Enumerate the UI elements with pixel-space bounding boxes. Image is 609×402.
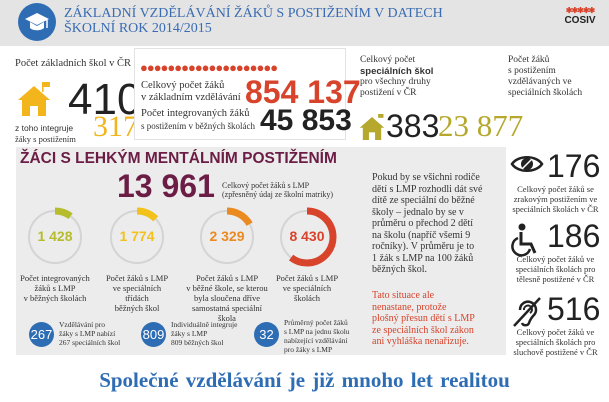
donut-label: Počet integrovaných žáků s LMP v běžných š… xyxy=(20,273,90,303)
donut-value: 1 428 xyxy=(37,228,73,244)
ear-icon xyxy=(510,296,542,333)
integrated-pupils-label-2: s postižením v běžných školách xyxy=(141,121,255,131)
donut-arc xyxy=(107,207,167,267)
integrated-pupils-label-1: Počet integrovaných žáků xyxy=(141,108,250,119)
lmp-total: 13 961 xyxy=(117,168,215,204)
cosiv-logo: ✱✱✱✱✱ COSIV xyxy=(564,6,596,26)
donut-arc xyxy=(197,207,257,267)
pupils-box xyxy=(134,48,346,140)
header-band xyxy=(0,0,609,46)
disability-count-label: Celkový počet žáků se zrakovým postižením… xyxy=(512,184,599,214)
special-schools-label: Celkový počet speciálních škol pro všechny… xyxy=(360,55,434,98)
total-pupils-value: 854 137 xyxy=(245,74,361,110)
graduation-cap-icon xyxy=(18,3,56,41)
special-pupils-label: Počet žáků s postižením vzdělávaných ve spe… xyxy=(508,55,583,98)
disability-count: 176 xyxy=(547,148,601,184)
donut-label: Počet žáků s LMP ve speciálních třídách běž… xyxy=(105,273,169,313)
special-pupils-value: 23 877 xyxy=(438,108,524,143)
donut-label: Počet žáků s LMP v běžné škole, se kterou… xyxy=(186,273,268,323)
people-icons-row: ●●●●●●●●●●●●●●●●●●●● xyxy=(140,60,278,75)
integrate-label-2: žáky s postižením xyxy=(15,134,76,144)
integrated-pupils-value: 45 853 xyxy=(260,104,352,137)
disability-count: 186 xyxy=(547,218,601,254)
school-house-icon xyxy=(18,82,50,116)
wheelchair-icon xyxy=(510,223,540,262)
donut-label: Počet žáků s LMP ve speciálních školách xyxy=(275,273,339,303)
donut-value: 2 329 xyxy=(209,228,245,244)
donut-chart xyxy=(25,207,85,267)
lmp-warning: Tato situace ale nenastane, protože plošný… xyxy=(372,290,475,347)
lmp-total-note: Celkový počet žáků s LMP (zpřesněný údaj … xyxy=(222,181,334,199)
donut-arc xyxy=(25,207,85,267)
lmp-paragraph: Pokud by se všichni rodiče dětí s LMP roz… xyxy=(372,172,483,275)
donut-chart xyxy=(277,207,337,267)
bubble-text: Individuálně integruje žáky s LMP 809 běžn… xyxy=(171,320,238,347)
special-schools-value: 383 xyxy=(386,108,440,144)
donut-value: 8 430 xyxy=(289,228,325,244)
special-school-house-icon xyxy=(359,114,385,140)
total-pupils-label-2: v základním vzdělávání xyxy=(141,92,241,103)
disability-count-label: Celkový počet žáků ve speciálních školách… xyxy=(513,327,598,357)
donut-chart xyxy=(107,207,167,267)
count-bubble: 267 xyxy=(29,322,54,347)
disability-count: 516 xyxy=(547,291,601,327)
schools-label: Počet základních škol v ČR xyxy=(15,58,132,69)
count-bubble: 32 xyxy=(254,322,279,347)
donut-value: 1 774 xyxy=(119,228,155,244)
lmp-title: ŽÁCI S LEHKÝM MENTÁLNÍM POSTIŽENÍM xyxy=(20,150,337,167)
lmp-panel xyxy=(16,147,506,355)
total-pupils-label-1: Celkový počet žáků xyxy=(141,80,225,91)
count-bubble: 809 xyxy=(141,322,166,347)
integrate-label-1: z toho integruje xyxy=(15,123,74,133)
donut-chart xyxy=(197,207,257,267)
disability-count-label: Celkový počet žáků ve speciálních školách… xyxy=(515,254,596,284)
bubble-text: Vzdělávání pro žáky s LMP nabízí 267 speci… xyxy=(59,320,121,347)
donut-arc xyxy=(277,207,337,267)
eye-icon xyxy=(510,153,544,180)
bubble-text: Průměrný počet žáků s LMP na jednu školu n… xyxy=(284,318,350,354)
header-subtitle: ŠKOLNÍ ROK 2014/2015 xyxy=(64,21,212,36)
slogan: Společné vzdělávání je již mnoho let rea… xyxy=(99,368,510,392)
header-title: ZÁKLADNÍ VZDĚLÁVÁNÍ ŽÁKŮ S POSTIŽENÍM V … xyxy=(64,6,443,21)
